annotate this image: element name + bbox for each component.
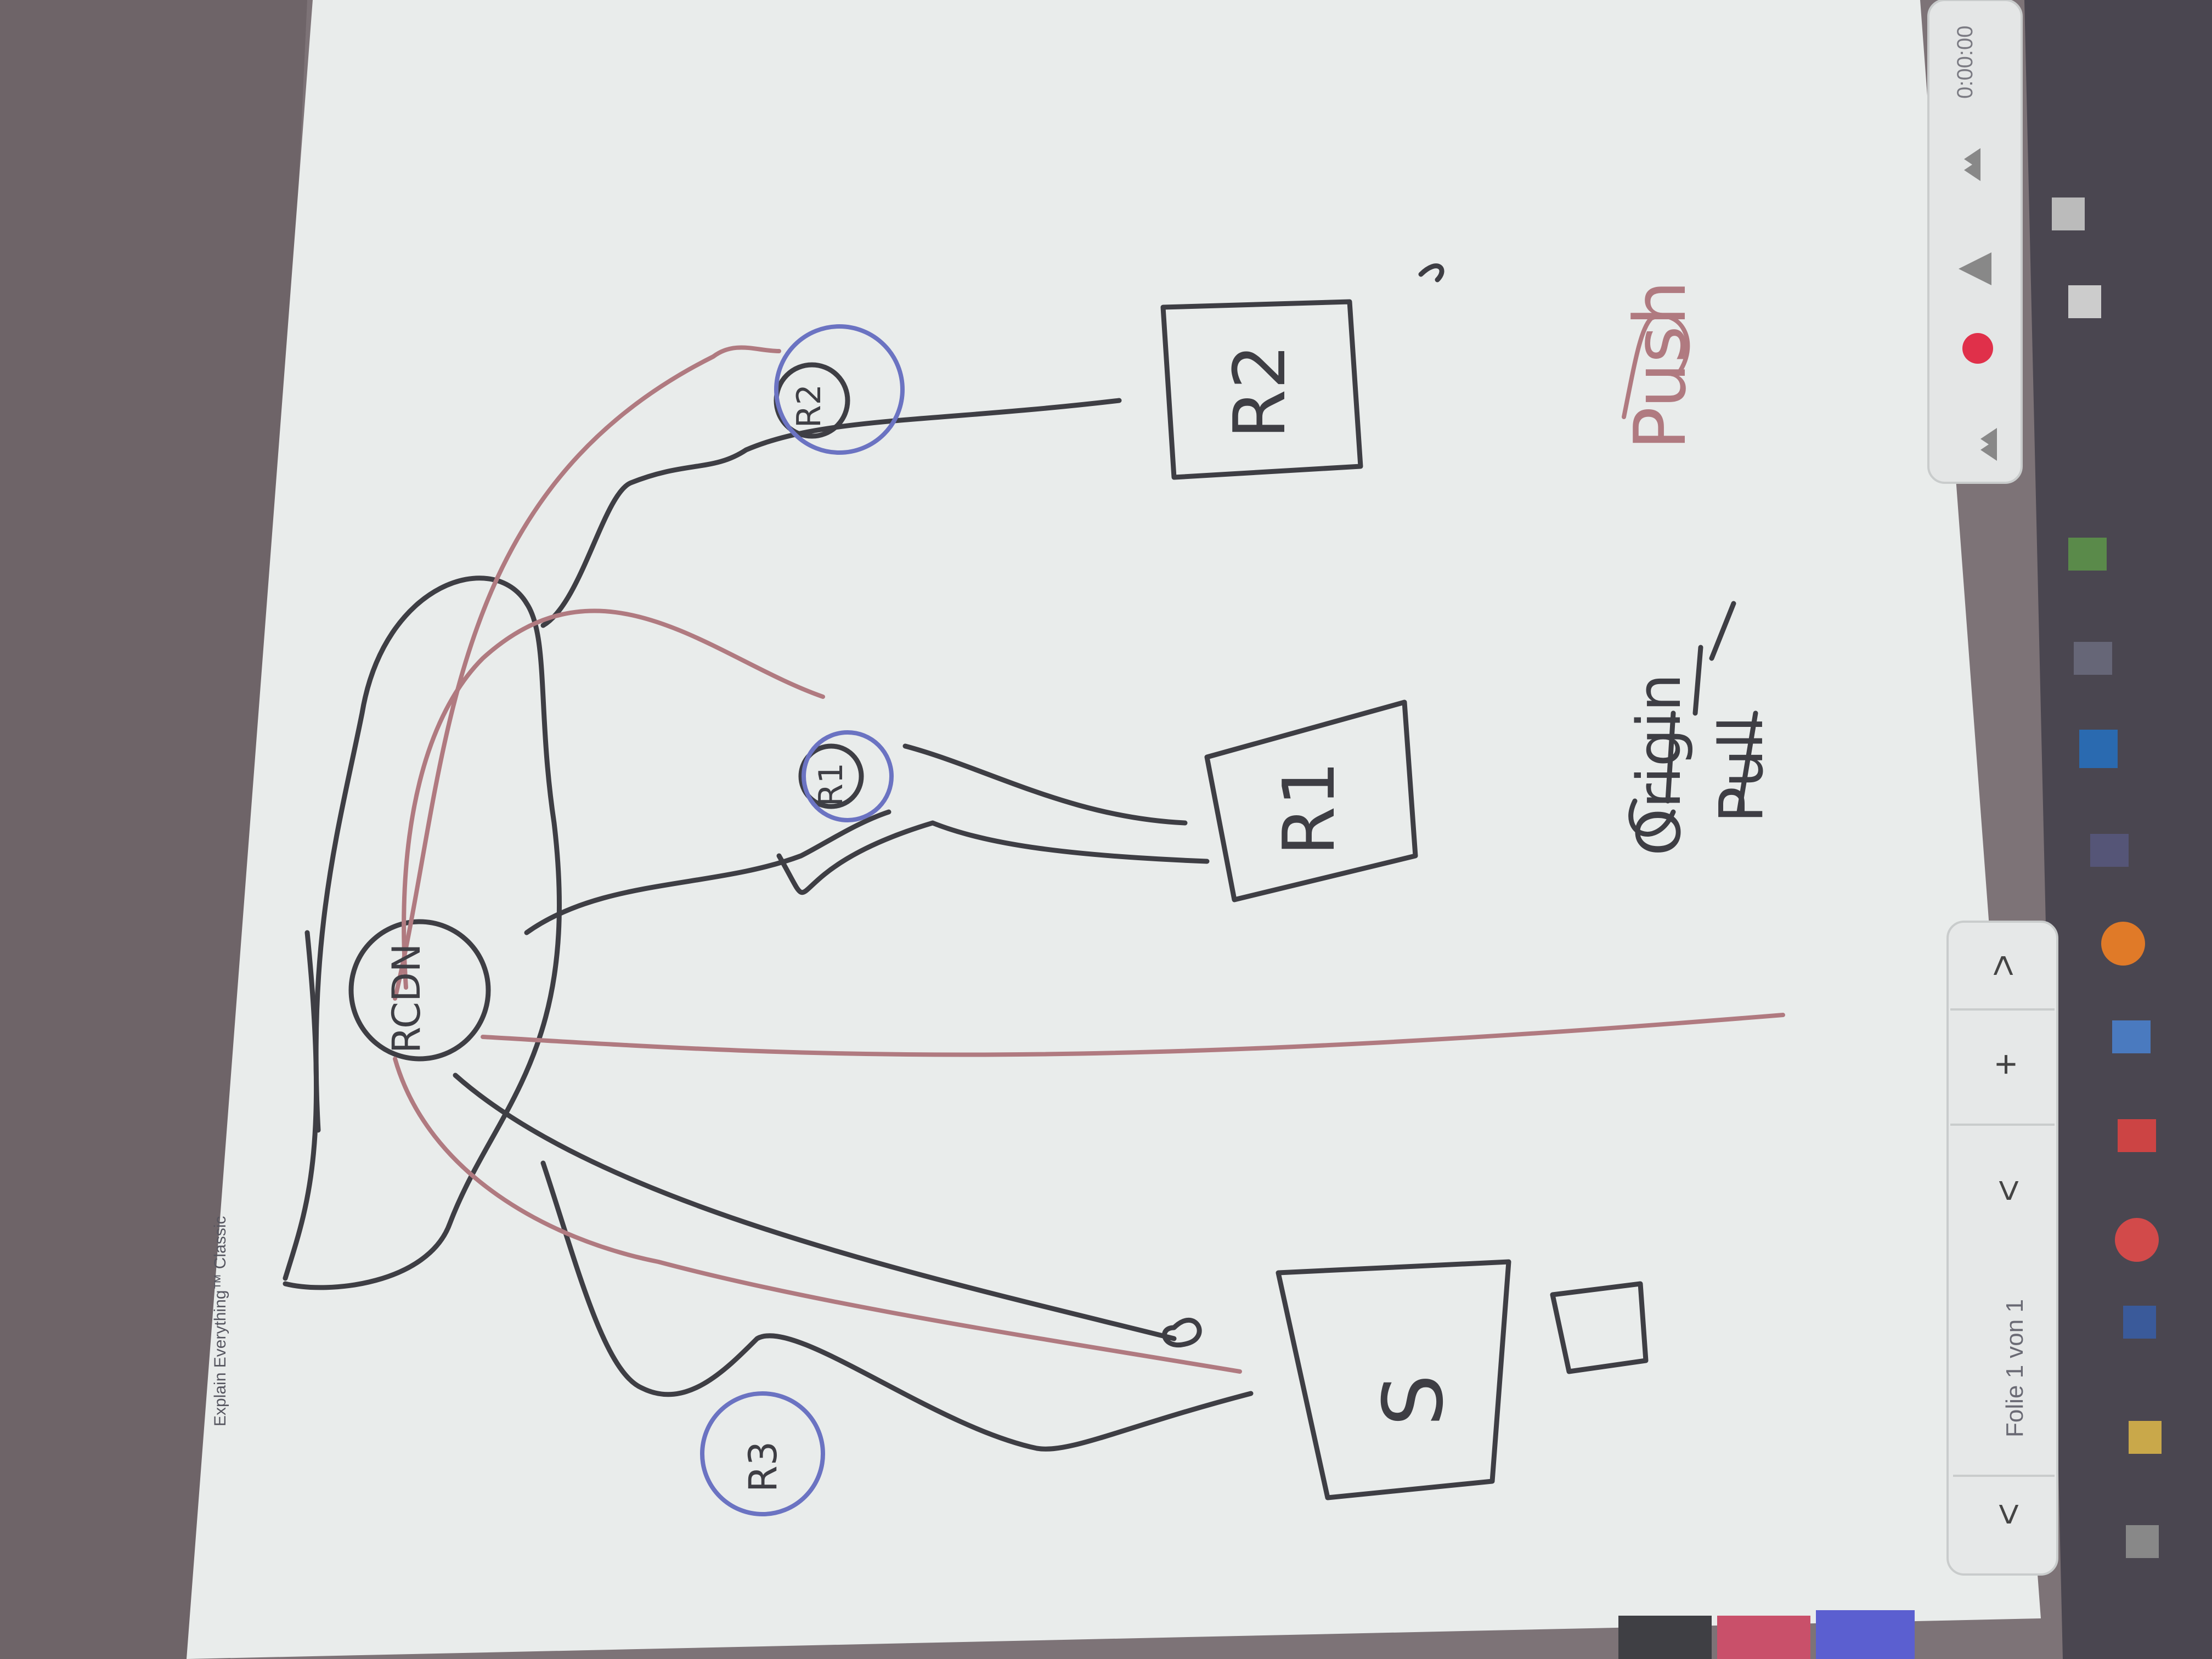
- color-swatch-dark[interactable]: [1618, 1616, 1712, 1659]
- recording-timer: 0:00:00: [1953, 25, 1977, 99]
- prev-slide-alt-button[interactable]: <: [1987, 1179, 2030, 1202]
- label-push: Push: [1618, 280, 1702, 450]
- app-title: Explain Everything™ Classic: [211, 1216, 229, 1426]
- recorder-panel: [1927, 0, 2023, 484]
- prev-slide-button[interactable]: <: [1987, 1503, 2030, 1526]
- stroke-left-edge: [283, 930, 319, 1281]
- box-r1: [1204, 699, 1418, 902]
- stroke-to-s-top: [453, 1073, 1177, 1341]
- text-origin-letters: [1665, 601, 1736, 804]
- label-origin: Origin: [1624, 673, 1694, 856]
- firefox-icon[interactable]: [2101, 922, 2145, 966]
- drawing-canvas[interactable]: [187, 0, 2041, 1659]
- stroke-to-s-bottom: [540, 1160, 1254, 1452]
- stroke-r1-box: [776, 743, 1210, 895]
- node-r3-circle: [700, 1391, 825, 1516]
- box-r2: [1160, 299, 1363, 480]
- outlook-icon[interactable]: [2123, 1306, 2156, 1339]
- slide-counter: Folie 1 von 1: [2001, 1299, 2028, 1437]
- stroke-small-loop: [1162, 1318, 1202, 1348]
- app-icon-5[interactable]: [2068, 285, 2101, 318]
- record-button[interactable]: [1962, 333, 1993, 364]
- text-pull-stroke: [1736, 710, 1758, 815]
- node-r1-circle: [798, 743, 864, 809]
- rcdn-circle: [348, 919, 491, 1062]
- app-icon[interactable]: [2112, 1020, 2151, 1053]
- app-icon-4[interactable]: [2068, 538, 2107, 571]
- label-pull: Pull: [1706, 715, 1776, 823]
- label-r1-node: R1: [812, 763, 850, 806]
- slide-navigation: [1946, 921, 2058, 1576]
- rewind-icon[interactable]: [1980, 428, 1997, 461]
- label-r3: R3: [741, 1441, 786, 1492]
- app-icon-2[interactable]: [2090, 834, 2129, 867]
- label-r2-node: R2: [790, 384, 828, 428]
- app-icon-6[interactable]: [2052, 198, 2085, 230]
- dark-ink-strokes: [283, 263, 1758, 1500]
- color-swatch-blue[interactable]: [1816, 1610, 1915, 1659]
- stroke-to-r2: [540, 398, 1122, 628]
- blue-ink-strokes: [700, 324, 905, 1516]
- red-stroke-push: [1622, 314, 1690, 419]
- color-palette: [1618, 1610, 1915, 1659]
- next-slide-button[interactable]: >: [1981, 954, 2024, 977]
- sketch-layer: [283, 263, 1785, 1516]
- stroke-loop: [283, 575, 562, 1290]
- box-small: [1550, 1281, 1649, 1374]
- color-swatch-red[interactable]: [1717, 1616, 1810, 1659]
- taskbar-icons: [2052, 198, 2162, 1558]
- red-stroke-r2: [393, 345, 781, 1001]
- box-s: [1276, 1259, 1511, 1500]
- add-slide-button[interactable]: +: [1984, 1053, 2027, 1076]
- play-button[interactable]: [1959, 252, 1991, 285]
- red-ink-strokes: [393, 314, 1785, 1374]
- text-origin-stroke: [1628, 798, 1676, 837]
- vivaldi-icon[interactable]: [2115, 1218, 2159, 1262]
- taskbar: [2024, 0, 2212, 1659]
- label-s: S: [1366, 1374, 1462, 1426]
- app-icon-3[interactable]: [2074, 642, 2112, 675]
- label-rcdn: RCDN: [384, 943, 429, 1053]
- label-r1-box: R1: [1267, 760, 1351, 856]
- fast-forward-icon[interactable]: [1964, 148, 1980, 181]
- office-icon[interactable]: [2118, 1119, 2156, 1152]
- red-stroke-r1: [402, 608, 825, 990]
- mark-question: [1418, 263, 1444, 283]
- taskbar-app-icon[interactable]: [2126, 1525, 2159, 1558]
- powerpoint-icon[interactable]: [2079, 730, 2118, 768]
- folder-icon[interactable]: [2129, 1421, 2162, 1454]
- slide-nav-panel: [1946, 921, 2058, 1576]
- recording-controls: [1927, 0, 2023, 484]
- red-stroke-s: [393, 1057, 1242, 1374]
- stroke-to-r1: [524, 809, 891, 935]
- node-r1-blue-circle: [802, 730, 894, 822]
- red-stroke-long: [481, 1013, 1785, 1057]
- node-r2-blue-circle: [774, 324, 905, 455]
- label-r2-box: R2: [1218, 343, 1301, 439]
